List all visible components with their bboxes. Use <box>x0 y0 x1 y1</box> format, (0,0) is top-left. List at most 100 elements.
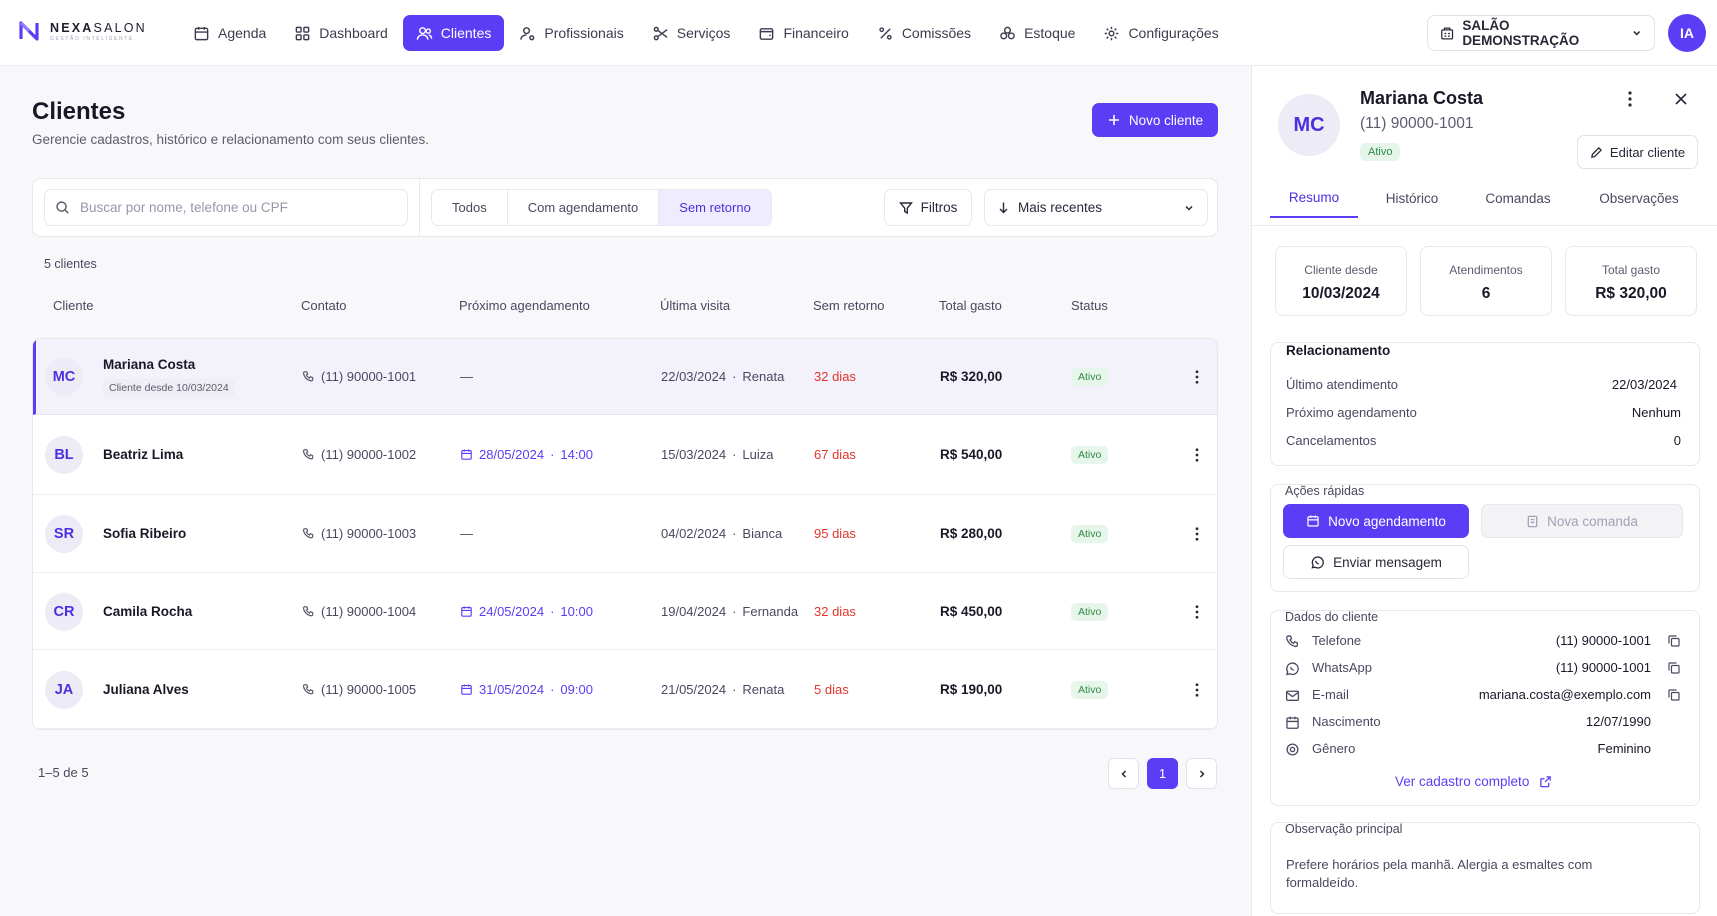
new-order-button[interactable]: Nova comanda <box>1481 504 1683 538</box>
next-appointment-none: — <box>460 526 473 541</box>
nav-estoque[interactable]: Estoque <box>986 15 1088 51</box>
user-avatar[interactable]: IA <box>1668 14 1706 52</box>
client-name[interactable]: Beatriz Lima <box>103 447 184 462</box>
client-data-label: Nascimento <box>1312 714 1381 729</box>
segment-sem-retorno[interactable]: Sem retorno <box>659 190 771 225</box>
copy-icon[interactable] <box>1667 634 1681 648</box>
close-icon <box>1675 93 1687 105</box>
kebab-icon <box>1195 448 1199 462</box>
kebab-icon <box>1628 91 1632 107</box>
new-appointment-button[interactable]: Novo agendamento <box>1283 504 1469 538</box>
brand-name: NEXASALON <box>50 20 147 35</box>
contact-cell[interactable]: (11) 90000-1004 <box>302 604 416 619</box>
nav-configuracoes[interactable]: Configurações <box>1090 15 1231 51</box>
contact-cell[interactable]: (11) 90000-1003 <box>302 526 416 541</box>
new-client-button[interactable]: Novo cliente <box>1092 103 1218 137</box>
salon-name: SALÃO DEMONSTRAÇÃO <box>1462 18 1580 48</box>
filters-button[interactable]: Filtros <box>884 189 972 226</box>
header-sem-retorno[interactable]: Sem retorno <box>813 298 885 313</box>
phone-icon <box>1286 635 1299 648</box>
header-status[interactable]: Status <box>1071 298 1108 313</box>
days-without-return: 67 dias <box>814 447 856 462</box>
plus-icon <box>1108 115 1119 125</box>
client-avatar: JA <box>45 671 83 709</box>
tab-comandas[interactable]: Comandas <box>1485 190 1551 206</box>
total-spent: R$ 320,00 <box>940 369 1003 384</box>
nav-clientes[interactable]: Clientes <box>402 15 505 51</box>
prev-page-button[interactable] <box>1108 758 1139 789</box>
edit-client-label: Editar cliente <box>1609 144 1686 160</box>
stat-total-gasto: Total gasto R$ 320,00 <box>1565 246 1697 316</box>
brand-logo[interactable]: NEXASALON GESTÃO INTELIGENTE <box>18 20 147 42</box>
panel-status-badge: Ativo <box>1360 143 1401 161</box>
send-message-button[interactable]: Enviar mensagem <box>1283 545 1469 579</box>
tab-historico[interactable]: Histórico <box>1385 190 1439 206</box>
percent-icon <box>879 26 892 40</box>
calendar-icon <box>1286 716 1299 729</box>
segment-todos[interactable]: Todos <box>432 190 508 225</box>
nav-configuracoes-label: Configurações <box>1128 25 1219 41</box>
copy-icon[interactable] <box>1667 661 1681 675</box>
receipt-icon <box>1527 515 1538 527</box>
view-full-record-link[interactable]: Ver cadastro completo <box>1395 774 1552 789</box>
search-box[interactable] <box>44 189 408 226</box>
quick-actions-card: Ações rápidas Novo agendamento Nova coma… <box>1270 484 1700 592</box>
header-total-gasto[interactable]: Total gasto <box>939 298 1002 313</box>
contact-cell[interactable]: (11) 90000-1001 <box>302 369 416 384</box>
client-since-badge: Cliente desde 10/03/2024 <box>103 379 235 397</box>
table-row[interactable]: SR Sofia Ribeiro (11) 90000-1003 — 04/02/202… <box>33 495 1217 573</box>
contact-cell[interactable]: (11) 90000-1002 <box>302 447 416 462</box>
contact-phone: (11) 90000-1003 <box>321 526 417 541</box>
client-name[interactable]: Juliana Alves <box>103 682 189 697</box>
row-actions-button[interactable] <box>1189 602 1205 622</box>
row-actions-button[interactable] <box>1189 524 1205 544</box>
nav-financeiro-label: Financeiro <box>783 25 849 41</box>
table-row[interactable]: BL Beatriz Lima (11) 90000-1002 28/05/2024 ·… <box>33 415 1217 495</box>
page-1-button[interactable]: 1 <box>1147 758 1178 789</box>
main-nav: Agenda Dashboard Clientes Profissionais … <box>180 15 1232 51</box>
next-appointment-cell[interactable]: 28/05/2024 · 14:00 <box>460 447 593 462</box>
client-name[interactable]: Camila Rocha <box>103 604 193 619</box>
nav-comissoes[interactable]: Comissões <box>864 15 984 51</box>
table-row[interactable]: MC Mariana Costa Cliente desde 10/03/2024 (… <box>33 339 1217 415</box>
copy-icon[interactable] <box>1667 688 1681 702</box>
row-actions-button[interactable] <box>1189 445 1205 465</box>
kebab-icon <box>1195 527 1199 541</box>
tab-observacoes[interactable]: Observações <box>1599 190 1679 206</box>
last-visit-cell: 21/05/2024 · Renata <box>661 682 784 697</box>
nav-financeiro[interactable]: Financeiro <box>745 15 861 51</box>
salon-selector[interactable]: SALÃO DEMONSTRAÇÃO <box>1427 15 1655 51</box>
table-row[interactable]: JA Juliana Alves (11) 90000-1005 31/05/2024… <box>33 650 1217 729</box>
sort-select[interactable]: Mais recentes <box>984 189 1208 226</box>
tab-resumo[interactable]: Resumo <box>1270 178 1358 218</box>
whatsapp-icon <box>1311 555 1324 569</box>
header-ultima-visita[interactable]: Última visita <box>660 298 731 313</box>
filters-label: Filtros <box>920 200 958 215</box>
segment-com-agendamento[interactable]: Com agendamento <box>508 190 660 225</box>
last-visit-date: 15/03/2024 <box>661 447 727 462</box>
separator-dot: · <box>732 447 737 462</box>
nav-dashboard[interactable]: Dashboard <box>281 15 401 51</box>
header-proximo-agendamento[interactable]: Próximo agendamento <box>459 298 590 313</box>
next-appointment-cell[interactable]: 31/05/2024 · 09:00 <box>460 682 593 697</box>
row-actions-button[interactable] <box>1189 680 1205 700</box>
client-name[interactable]: Mariana Costa <box>103 357 196 372</box>
contact-cell[interactable]: (11) 90000-1005 <box>302 682 416 697</box>
nav-agenda[interactable]: Agenda <box>180 15 279 51</box>
table-row[interactable]: CR Camila Rocha (11) 90000-1004 24/05/2024 ·… <box>33 573 1217 650</box>
edit-client-button[interactable]: Editar cliente <box>1577 135 1698 169</box>
nav-servicos[interactable]: Serviços <box>639 15 744 51</box>
search-input[interactable] <box>80 200 380 215</box>
next-appointment-cell[interactable]: 24/05/2024 · 10:00 <box>460 604 593 619</box>
status-badge: Ativo <box>1071 446 1109 464</box>
row-actions-button[interactable] <box>1189 367 1205 387</box>
user-gear-icon <box>520 26 535 40</box>
nav-profissionais[interactable]: Profissionais <box>506 15 636 51</box>
next-page-button[interactable] <box>1186 758 1217 789</box>
header-contato[interactable]: Contato <box>301 298 347 313</box>
header-cliente[interactable]: Cliente <box>53 298 94 313</box>
client-name[interactable]: Sofia Ribeiro <box>103 526 187 541</box>
status-badge: Ativo <box>1071 368 1109 386</box>
panel-more-button[interactable] <box>1620 88 1640 110</box>
panel-close-button[interactable] <box>1670 88 1692 110</box>
